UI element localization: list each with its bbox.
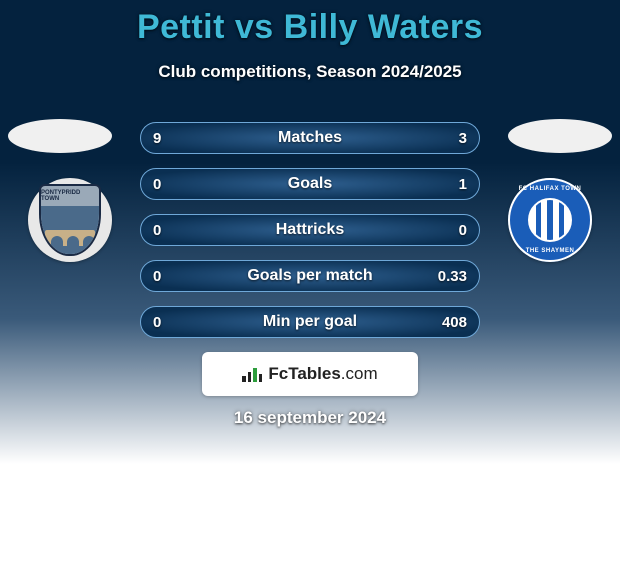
brand-text: FcTables.com	[268, 364, 377, 384]
brand-suffix: .com	[341, 364, 378, 383]
shield-bridge-icon	[41, 206, 99, 254]
stat-value-left: 9	[153, 130, 161, 147]
stat-value-left: 0	[153, 314, 161, 331]
subtitle: Club competitions, Season 2024/2025	[0, 62, 620, 82]
stat-value-right: 1	[459, 176, 467, 193]
stat-label: Goals	[141, 175, 479, 193]
stat-value-right: 0	[459, 222, 467, 239]
player-avatar-left	[8, 119, 112, 153]
club-badge-right: FC HALIFAX TOWN THE SHAYMEN	[508, 178, 592, 262]
stat-value-left: 0	[153, 222, 161, 239]
stat-value-left: 0	[153, 176, 161, 193]
shield-top-text: PONTYPRIDD TOWN	[41, 186, 99, 206]
brand-badge: FcTables.com	[202, 352, 418, 396]
date-text: 16 september 2024	[0, 408, 620, 428]
club-badge-left: PONTYPRIDD TOWN	[28, 178, 112, 262]
stat-label: Matches	[141, 129, 479, 147]
stat-label: Goals per match	[141, 267, 479, 285]
stat-row: Hattricks0 0	[140, 214, 480, 246]
halifax-text-top: FC HALIFAX TOWN	[510, 186, 590, 192]
stat-label: Hattricks	[141, 221, 479, 239]
stat-row: Matches9 3	[140, 122, 480, 154]
stat-label: Min per goal	[141, 313, 479, 331]
page-title: Pettit vs Billy Waters	[0, 8, 620, 47]
stat-row: Goals per match0 0.33	[140, 260, 480, 292]
stat-row: Goals0 1	[140, 168, 480, 200]
player-avatar-right	[508, 119, 612, 153]
stat-value-left: 0	[153, 268, 161, 285]
comparison-infographic: Pettit vs Billy Waters Club competitions…	[0, 0, 620, 580]
halifax-text-bottom: THE SHAYMEN	[510, 248, 590, 254]
stat-value-right: 3	[459, 130, 467, 147]
stat-row: Min per goal0 408	[140, 306, 480, 338]
stat-value-right: 0.33	[438, 268, 467, 285]
stat-value-right: 408	[442, 314, 467, 331]
halifax-badge-icon: FC HALIFAX TOWN THE SHAYMEN	[508, 178, 592, 262]
shield-crest-icon: PONTYPRIDD TOWN	[39, 184, 101, 256]
brand-name: FcTables	[268, 364, 340, 383]
bar-chart-icon	[242, 366, 262, 382]
